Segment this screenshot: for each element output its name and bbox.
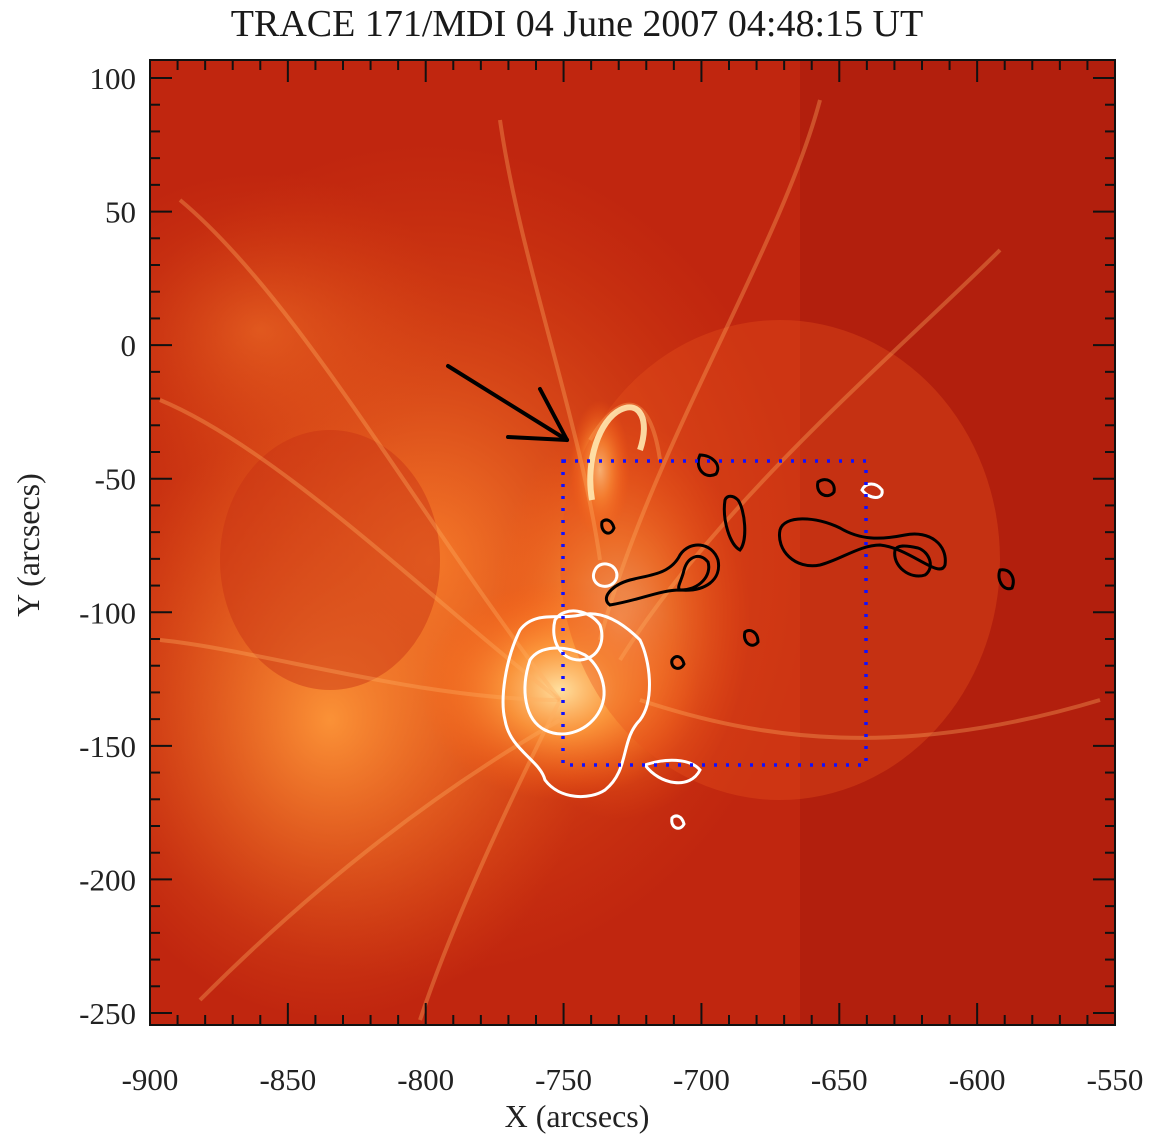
coronal-loops (159, 99, 1101, 1021)
x-tick-label: -650 (811, 1062, 868, 1097)
y-tick-label: 50 (105, 195, 136, 230)
axis-ticks: -900 -850 -800 -750 -700 -650 -600 -550 100 50 0 -5… (79, 60, 1143, 1097)
y-tick-label: -200 (79, 862, 136, 897)
positive-polarity-contours (600, 453, 1015, 670)
y-axis-label: Y (arcsecs) (10, 473, 46, 617)
arrow-annotation (446, 364, 569, 442)
x-tick-label: -600 (949, 1062, 1006, 1097)
x-tick-label: -700 (673, 1062, 730, 1097)
y-tick-label: 0 (121, 328, 137, 363)
x-tick-label: -850 (259, 1062, 316, 1097)
x-tick-label: -800 (397, 1062, 454, 1097)
x-axis-label: X (arcsecs) (504, 1098, 650, 1134)
x-tick-label: -900 (122, 1062, 179, 1097)
y-tick-label: -250 (79, 996, 136, 1031)
y-tick-label: 100 (90, 61, 137, 96)
y-tick-label: -50 (95, 462, 136, 497)
negative-polarity-contours (501, 482, 884, 830)
y-tick-label: -100 (79, 595, 136, 630)
plot-frame (149, 59, 1116, 1026)
y-tick-label: -150 (79, 729, 136, 764)
x-tick-label: -750 (535, 1062, 592, 1097)
x-tick-label: -550 (1087, 1062, 1144, 1097)
figure-title: TRACE 171/MDI 04 June 2007 04:48:15 UT (230, 3, 924, 45)
region-box (561, 459, 868, 767)
bright-loop (587, 404, 647, 501)
